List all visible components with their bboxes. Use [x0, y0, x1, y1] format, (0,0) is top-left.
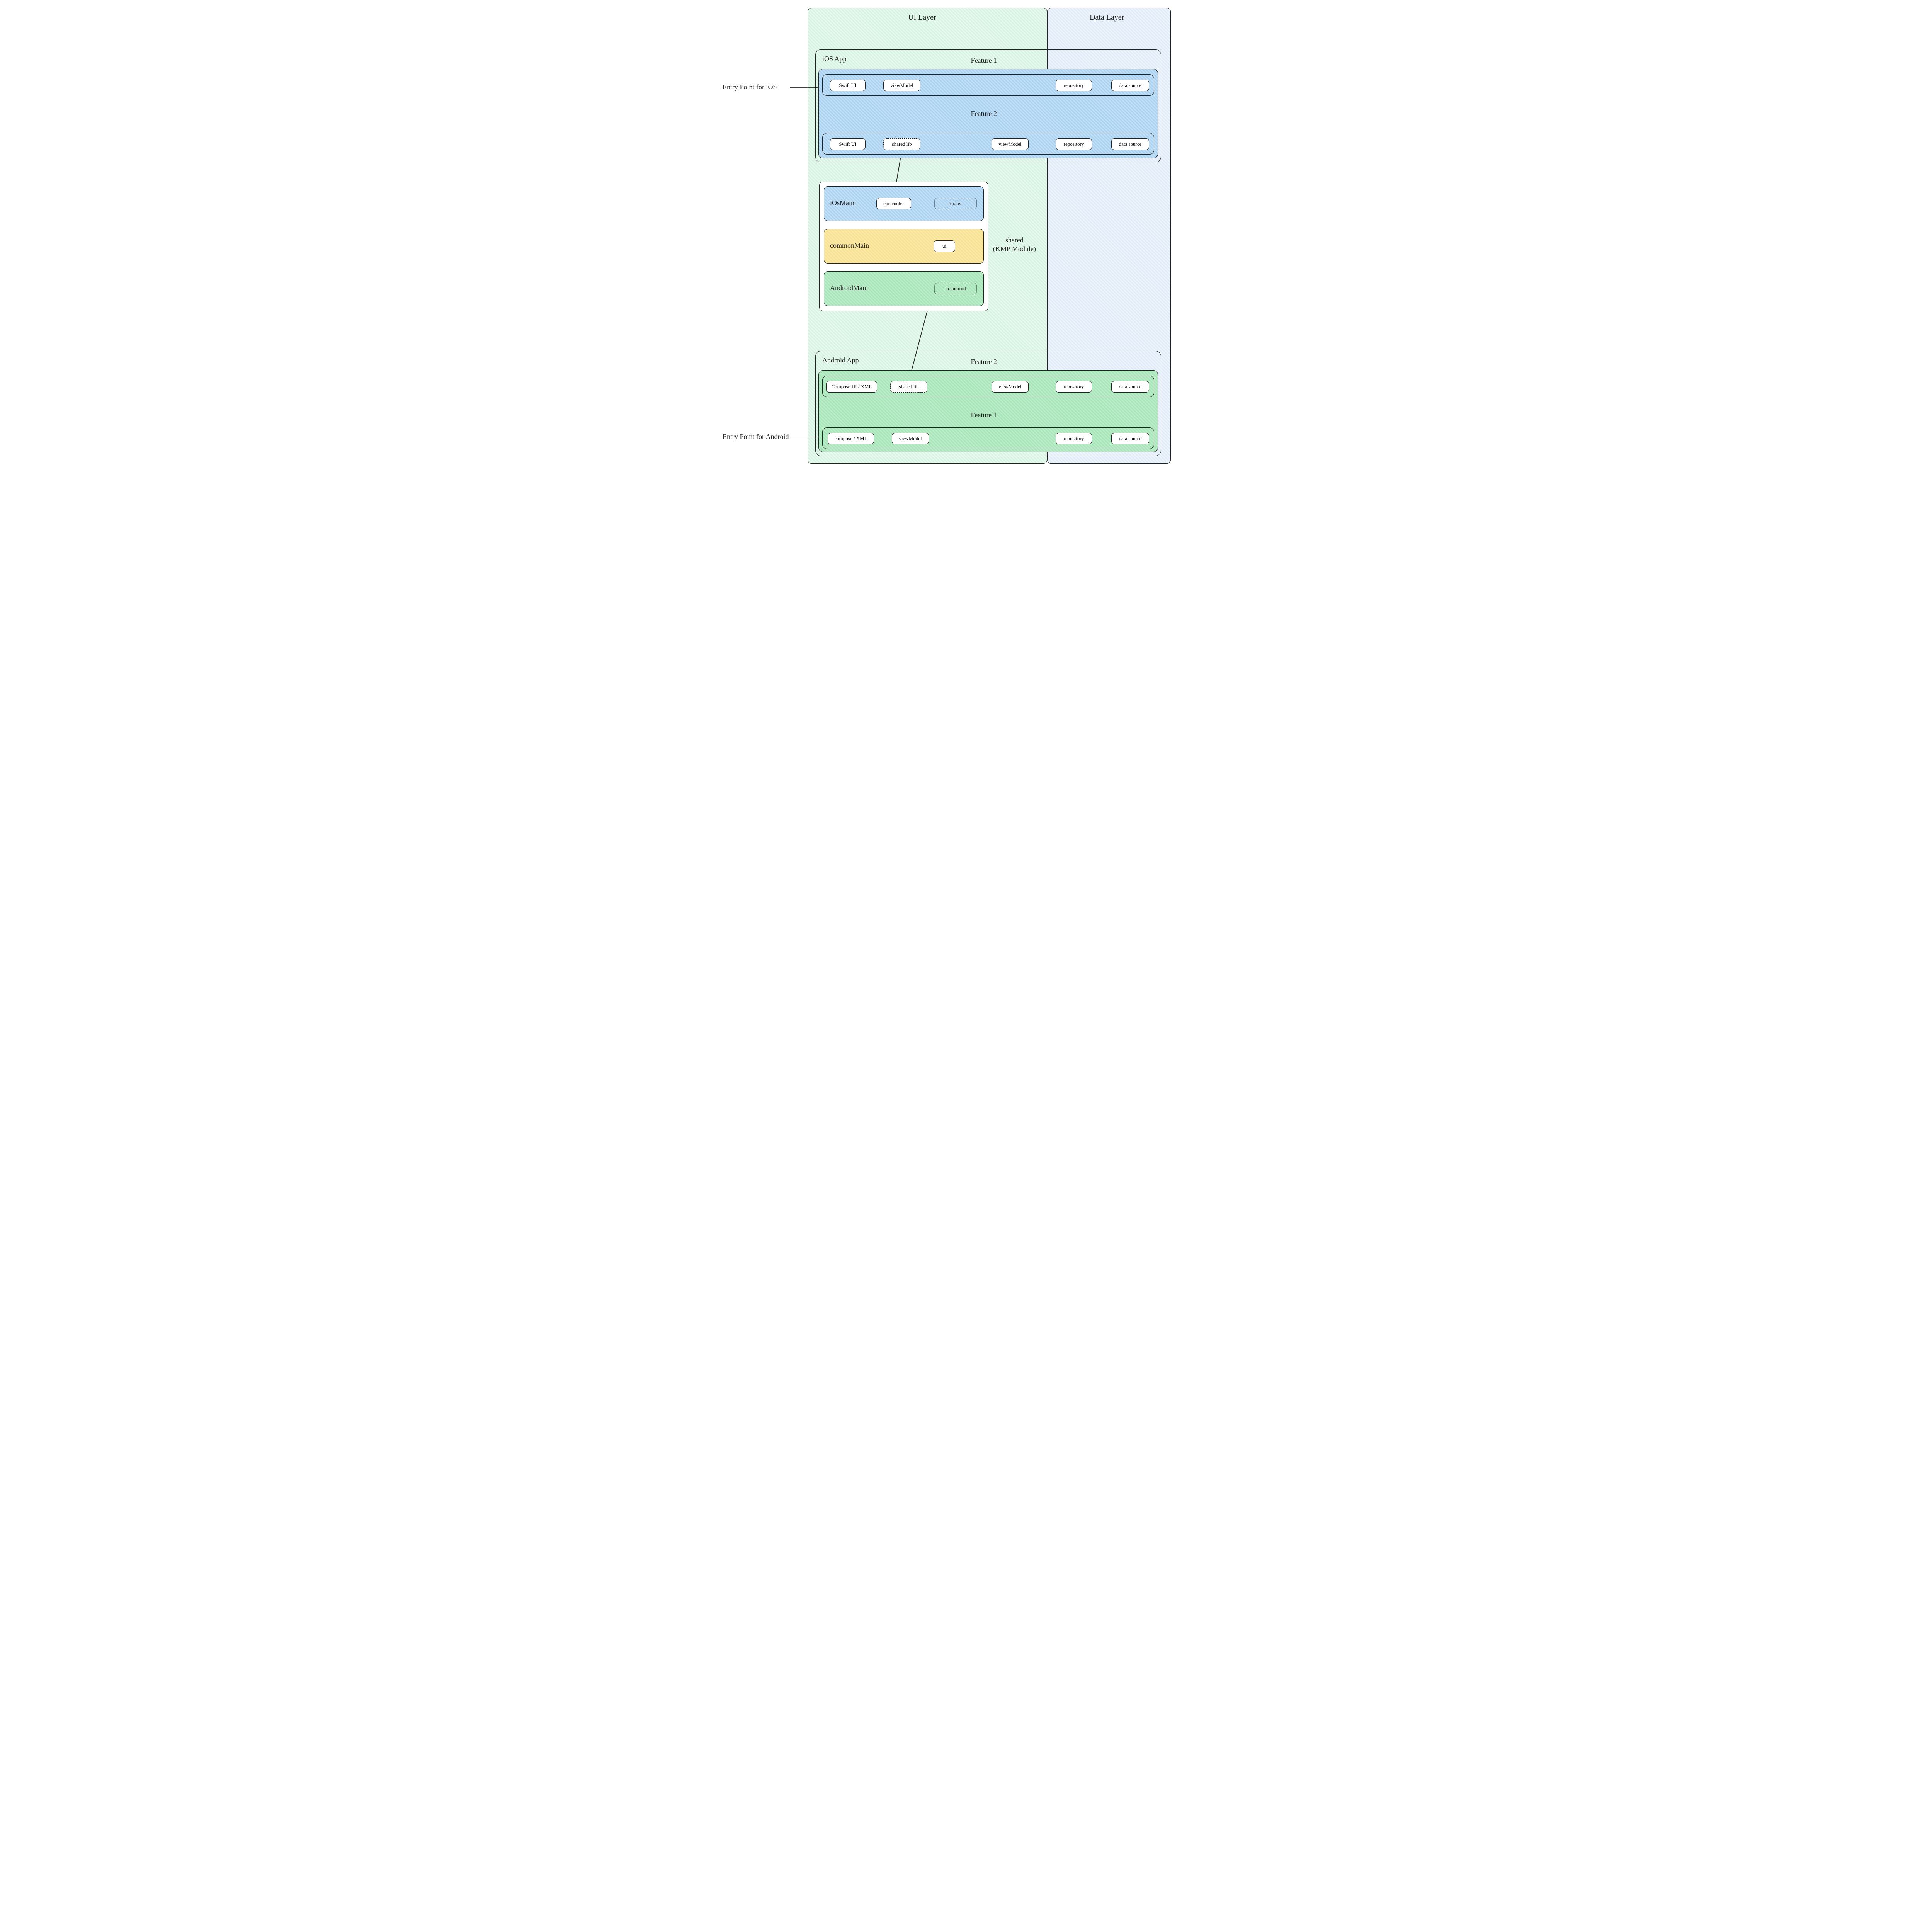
ui-layer-label: UI Layer: [908, 13, 936, 22]
shared-section-commonmain-label: commonMain: [830, 242, 869, 250]
entry-point-android-label: Entry Point for Android: [723, 433, 789, 441]
node-sm-uiandroid: ui.android: [934, 283, 977, 294]
shared-module-label: shared (KMP Module): [993, 236, 1036, 253]
shared-section-androidmain-label: AndroidMain: [830, 284, 868, 292]
node-sm-controller: controoler: [876, 198, 911, 209]
node-sm-ui: ui: [934, 240, 955, 252]
data-layer-label: Data Layer: [1090, 13, 1124, 22]
shared-section-iosmain-label: iOsMain: [830, 199, 854, 207]
node-sm-uiios: ui.ios: [934, 198, 977, 209]
entry-point-ios-label: Entry Point for iOS: [723, 83, 777, 91]
